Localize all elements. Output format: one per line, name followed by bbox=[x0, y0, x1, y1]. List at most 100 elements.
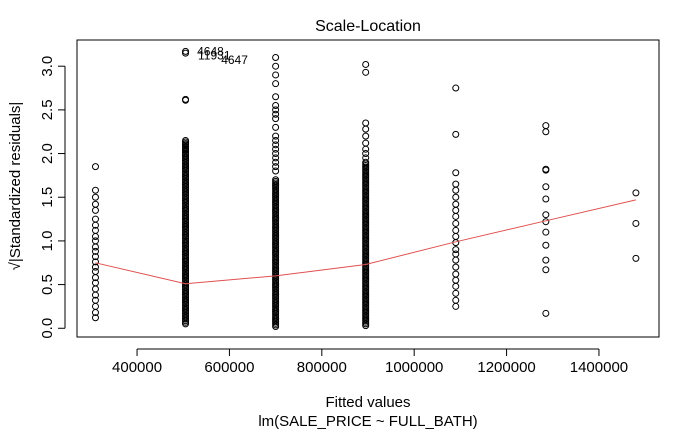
data-point bbox=[362, 125, 370, 133]
data-point bbox=[362, 322, 370, 330]
data-point bbox=[452, 226, 460, 234]
data-point bbox=[91, 291, 99, 299]
data-point bbox=[542, 166, 550, 174]
data-point bbox=[452, 84, 460, 92]
data-point bbox=[542, 256, 550, 264]
data-point bbox=[91, 263, 99, 271]
data-point bbox=[362, 154, 370, 162]
data-point bbox=[91, 163, 99, 171]
smooth-line bbox=[95, 199, 637, 285]
y-tick-label: 2.5 bbox=[39, 99, 56, 120]
data-point bbox=[91, 302, 99, 310]
data-point bbox=[91, 206, 99, 214]
data-point bbox=[542, 266, 550, 274]
data-point bbox=[542, 241, 550, 249]
point-annotation: 4647 bbox=[221, 53, 248, 67]
data-point bbox=[272, 93, 280, 101]
x-tick-label: 1000000 bbox=[385, 359, 443, 376]
data-point bbox=[632, 189, 640, 197]
data-point bbox=[272, 110, 280, 118]
y-axis-label: √|Standardized residuals| bbox=[7, 102, 24, 271]
y-tick-label: 3.0 bbox=[39, 56, 56, 77]
x-tick-label: 400000 bbox=[112, 359, 162, 376]
data-point bbox=[182, 145, 190, 153]
data-point bbox=[91, 193, 99, 201]
data-point bbox=[452, 250, 460, 258]
data-point bbox=[542, 211, 550, 219]
data-point bbox=[362, 68, 370, 76]
data-point bbox=[91, 258, 99, 266]
data-point bbox=[91, 243, 99, 251]
chart-title: Scale-Location bbox=[315, 18, 421, 35]
data-point bbox=[362, 139, 370, 147]
data-point bbox=[452, 193, 460, 201]
data-point bbox=[272, 123, 280, 131]
data-point bbox=[272, 80, 280, 88]
x-axis-label: Fitted values bbox=[325, 394, 410, 411]
y-tick-label: 1.0 bbox=[39, 230, 56, 251]
scatter-points bbox=[91, 47, 640, 331]
data-point bbox=[91, 215, 99, 223]
data-point bbox=[542, 128, 550, 136]
data-point bbox=[272, 154, 280, 162]
data-point bbox=[452, 180, 460, 188]
data-point bbox=[272, 132, 280, 140]
data-point bbox=[91, 237, 99, 245]
data-point bbox=[91, 253, 99, 261]
data-point bbox=[632, 254, 640, 262]
point-annotation: 11931 bbox=[198, 49, 231, 63]
data-point bbox=[452, 276, 460, 284]
data-point bbox=[91, 200, 99, 208]
data-point bbox=[452, 212, 460, 220]
data-point bbox=[182, 136, 190, 144]
data-point bbox=[452, 302, 460, 310]
data-point bbox=[362, 119, 370, 127]
x-axis: 400000 600000 800000 1000000 1200000 1400000 bbox=[112, 348, 628, 376]
data-point bbox=[272, 163, 280, 171]
x-tick-label: 600000 bbox=[204, 359, 254, 376]
data-point bbox=[91, 267, 99, 275]
data-point bbox=[452, 282, 460, 290]
y-tick-label: 1.5 bbox=[39, 187, 56, 208]
data-point bbox=[542, 309, 550, 317]
data-point bbox=[452, 219, 460, 227]
data-point bbox=[182, 96, 190, 104]
data-point bbox=[91, 274, 99, 282]
smooth-curve-group bbox=[95, 199, 637, 285]
data-point bbox=[91, 309, 99, 317]
data-point bbox=[362, 132, 370, 140]
data-point bbox=[272, 141, 280, 149]
data-point bbox=[182, 141, 190, 149]
data-point bbox=[272, 53, 280, 61]
data-point bbox=[452, 296, 460, 304]
data-point bbox=[91, 186, 99, 194]
x-tick-label: 1400000 bbox=[570, 359, 628, 376]
data-point bbox=[452, 289, 460, 297]
data-point bbox=[452, 256, 460, 264]
data-point bbox=[542, 195, 550, 203]
data-point bbox=[182, 150, 190, 158]
data-point bbox=[272, 136, 280, 144]
data-point bbox=[452, 206, 460, 214]
x-tick-label: 800000 bbox=[297, 359, 347, 376]
data-point bbox=[91, 221, 99, 229]
data-point bbox=[272, 115, 280, 123]
data-point bbox=[452, 263, 460, 271]
data-point bbox=[452, 186, 460, 194]
data-point bbox=[91, 247, 99, 255]
data-point bbox=[362, 158, 370, 166]
data-point bbox=[272, 176, 280, 184]
data-point bbox=[542, 183, 550, 191]
y-tick-label: 0.5 bbox=[39, 274, 56, 295]
data-point bbox=[272, 62, 280, 70]
data-point bbox=[182, 49, 190, 57]
data-point bbox=[272, 102, 280, 110]
data-point bbox=[542, 228, 550, 236]
data-point bbox=[452, 270, 460, 278]
data-point bbox=[91, 233, 99, 241]
data-point bbox=[452, 200, 460, 208]
data-point bbox=[91, 285, 99, 293]
data-point bbox=[362, 60, 370, 68]
data-point bbox=[272, 71, 280, 79]
